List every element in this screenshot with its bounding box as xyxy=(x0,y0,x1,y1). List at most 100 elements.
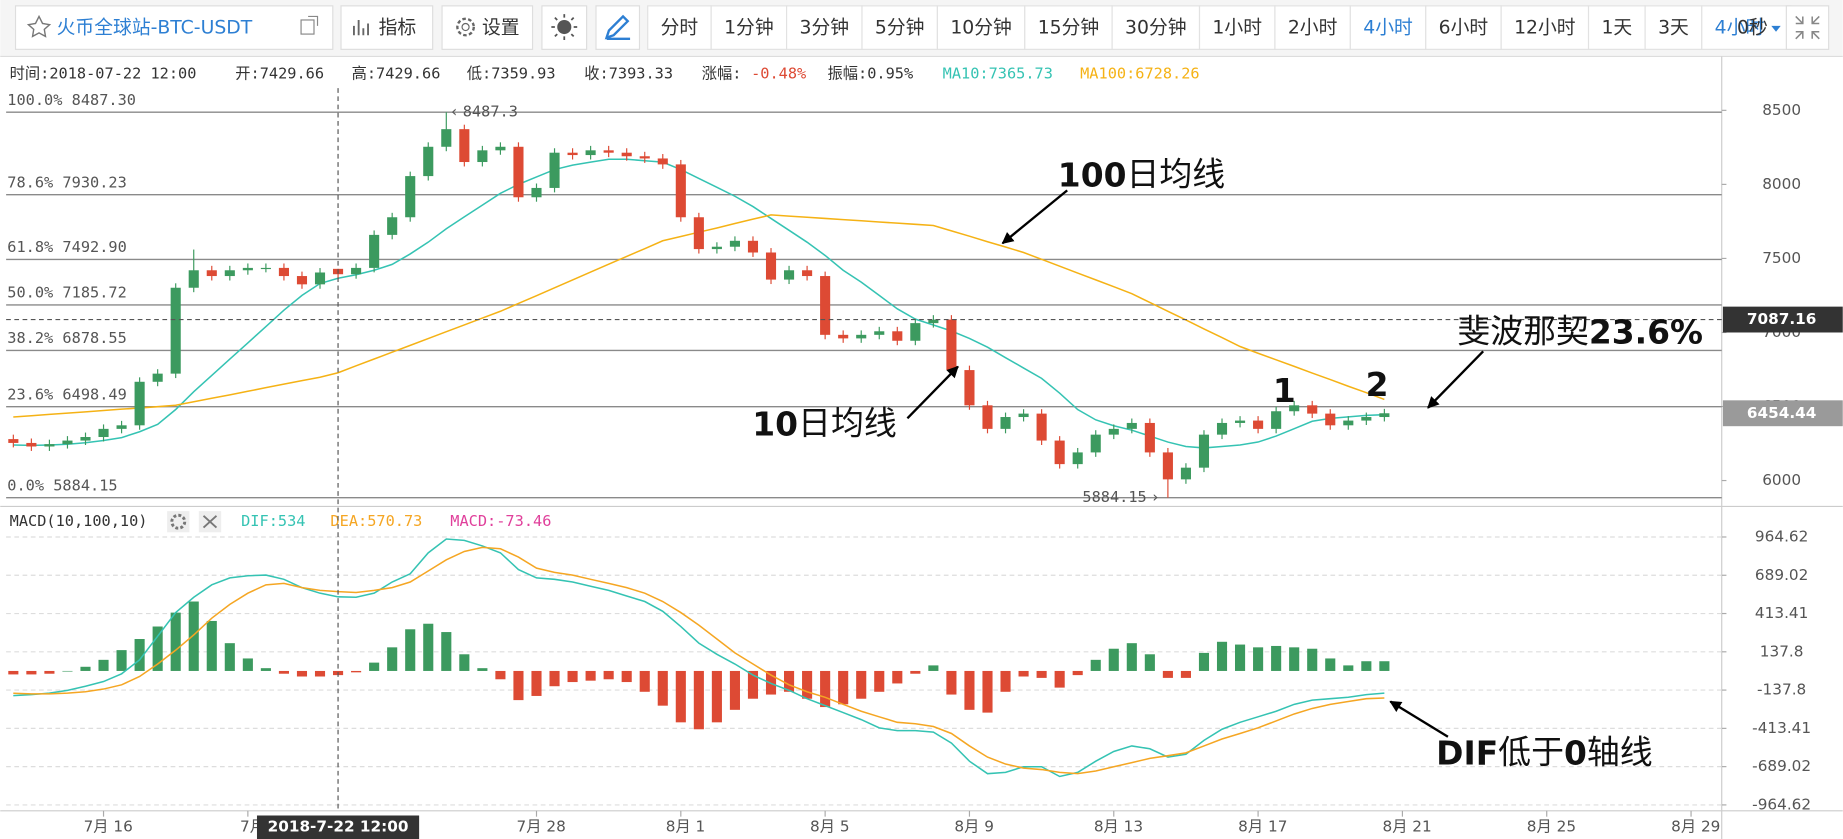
candle-body xyxy=(1307,405,1318,414)
macd-bar xyxy=(747,670,759,699)
candle-body xyxy=(1198,434,1210,468)
tab-bg xyxy=(1349,5,1427,50)
macd-bar xyxy=(1253,647,1264,671)
candle-body xyxy=(1054,440,1065,465)
candle-body xyxy=(621,152,632,157)
macd-bar xyxy=(1054,670,1065,688)
candle-body xyxy=(711,246,722,250)
symbol-button[interactable]: 火币全球站-BTC-USDT xyxy=(14,5,334,50)
macd-bar xyxy=(495,670,506,680)
period-tab[interactable]: 分时 xyxy=(647,5,712,50)
tab-label: 12小时 xyxy=(1514,17,1576,39)
fib-label: 23.6% 6498.49 xyxy=(7,385,126,403)
y-tick-label: 413.41 xyxy=(1755,604,1808,622)
macd-bar xyxy=(964,670,975,710)
candle-body xyxy=(928,319,939,324)
candle-body xyxy=(405,176,416,218)
period-tab[interactable]: 6小时 xyxy=(1425,5,1502,50)
macd-bar xyxy=(892,670,903,684)
tab-label: 30分钟 xyxy=(1125,17,1187,39)
macd-bar xyxy=(26,670,37,675)
macd-bar xyxy=(441,632,452,671)
tab-bg xyxy=(1274,5,1351,50)
macd-bar xyxy=(44,670,55,674)
macd-close[interactable] xyxy=(198,511,222,533)
high-label: 8487.3 xyxy=(463,103,518,121)
info-bar: 时间:2018-07-22 12:00 开:7429.66 高:7429.66 … xyxy=(10,65,1200,83)
tab-label: 3分钟 xyxy=(800,17,850,39)
candle-body xyxy=(675,164,686,218)
macd-bar xyxy=(1343,665,1354,671)
period-tab[interactable]: 1小时 xyxy=(1198,5,1276,50)
tab-bg xyxy=(647,5,712,50)
candle-body xyxy=(946,319,957,371)
candle-body xyxy=(314,272,326,285)
plot-area: 600065007000750080008500100.0% 8487.3078… xyxy=(0,56,1843,839)
period-tab[interactable]: 3天 xyxy=(1644,5,1703,50)
y-tick-label: -137.8 xyxy=(1757,681,1806,699)
candle-body xyxy=(585,150,596,156)
candle-body xyxy=(964,370,975,406)
macd-bar xyxy=(1036,670,1047,678)
theme-button[interactable] xyxy=(541,5,588,50)
line-series xyxy=(13,538,1385,778)
macd-bar xyxy=(910,670,921,674)
macd-bar xyxy=(1126,643,1137,671)
candle-body xyxy=(80,437,91,441)
macd-bar xyxy=(1000,670,1011,692)
period-tab[interactable]: 15分钟 xyxy=(1024,5,1113,50)
close-icon xyxy=(202,515,218,529)
macd-bar xyxy=(567,670,578,683)
period-tab[interactable]: 4小时 xyxy=(1701,5,1792,50)
macd-bar xyxy=(1198,652,1210,671)
point-1: 1 xyxy=(1273,371,1296,410)
period-tab[interactable]: 5分钟 xyxy=(861,5,938,50)
draw-button[interactable] xyxy=(595,5,641,50)
annotations: 100日均线 10日均线 斐波那契23.6% 1 2 DIF低于0轴线 xyxy=(752,154,1703,772)
candle-body xyxy=(1180,467,1191,480)
period-tab[interactable]: 1分钟 xyxy=(710,5,788,50)
period-tab[interactable]: 3分钟 xyxy=(785,5,863,50)
countdown: 0秒 xyxy=(1737,17,1768,39)
candle-body xyxy=(802,270,813,277)
x-tick-label: 8月 17 xyxy=(1238,818,1287,836)
macd-bar xyxy=(314,670,326,677)
macd-bar xyxy=(152,626,163,671)
candle-body xyxy=(910,323,921,341)
tab-label: 15分钟 xyxy=(1038,17,1100,39)
macd-settings[interactable] xyxy=(167,511,190,533)
period-tab[interactable]: 12小时 xyxy=(1500,5,1590,50)
tab-bg xyxy=(1500,5,1590,50)
candle-body xyxy=(1235,420,1246,423)
indicator-button[interactable]: 指标 xyxy=(340,5,434,50)
macd-bar xyxy=(134,639,145,671)
candle-body xyxy=(369,234,380,268)
point-2: 2 xyxy=(1366,365,1389,404)
candle-body xyxy=(765,252,777,280)
fullscreen-button[interactable] xyxy=(1785,5,1830,50)
period-tab[interactable]: 2小时 xyxy=(1274,5,1351,50)
period-tab[interactable]: 30分钟 xyxy=(1111,5,1201,50)
y-tick-label: 8000 xyxy=(1762,175,1801,193)
x-tick-label: 7月 28 xyxy=(517,818,566,836)
macd-bar xyxy=(1144,654,1155,671)
macd-bar xyxy=(278,670,289,674)
macd-bar xyxy=(1271,645,1282,671)
x-tick-label: 7月 16 xyxy=(84,818,133,836)
macd-bar xyxy=(1090,659,1101,671)
candle-body xyxy=(278,267,289,277)
fib-label: 61.8% 7492.90 xyxy=(7,238,126,256)
period-tab[interactable]: 10分钟 xyxy=(936,5,1026,50)
period-tab[interactable]: 1天 xyxy=(1587,5,1646,50)
period-tab[interactable]: 4小时 xyxy=(1349,5,1427,50)
settings-button[interactable]: 设置 xyxy=(441,5,534,50)
macd-bar xyxy=(657,670,668,706)
period-tabs: 分时 1分钟 3分钟 5分钟 10分钟 15分钟 30分钟 1小时 2小时 4小时 6小时 12小时 1… xyxy=(647,5,1792,50)
candle-body xyxy=(1271,411,1282,429)
line-series xyxy=(13,546,1385,775)
macd-bar xyxy=(260,668,271,671)
macd-bar xyxy=(369,662,380,671)
candle-body xyxy=(531,187,542,198)
ma100-legend: MA100:6728.26 xyxy=(1080,65,1199,83)
arrow xyxy=(1001,189,1068,245)
